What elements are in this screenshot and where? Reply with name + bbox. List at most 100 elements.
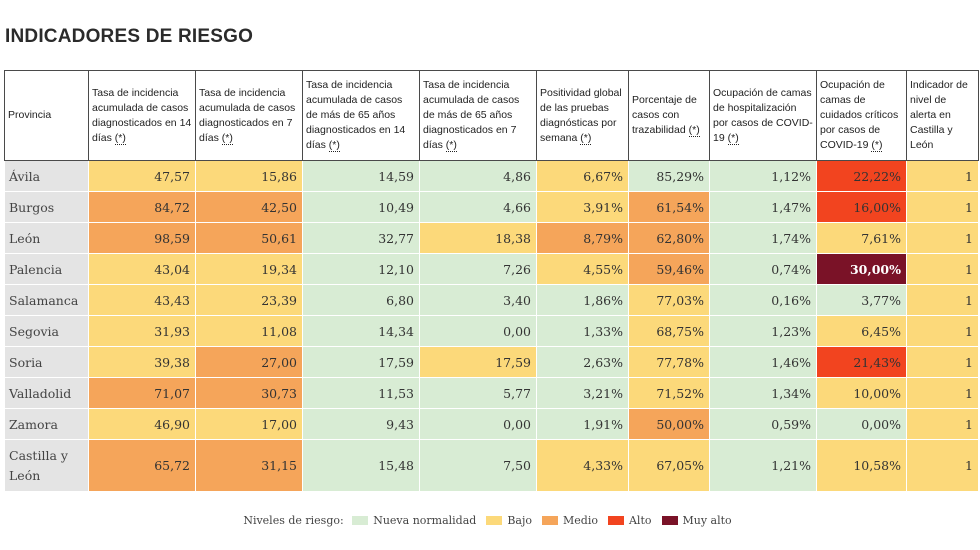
header-row: Provincia Tasa de incidencia acumulada de… — [4, 70, 979, 161]
indicator-cell: 0,00 — [419, 315, 537, 347]
indicator-cell: 47,57 — [88, 160, 196, 192]
indicator-cell: 8,79% — [536, 222, 629, 254]
indicator-cell: 50,00% — [628, 408, 710, 440]
indicator-cell: 7,26 — [419, 253, 537, 285]
indicator-cell: 6,67% — [536, 160, 629, 192]
column-header-label: Provincia — [8, 109, 52, 121]
indicator-cell: 3,77% — [816, 284, 907, 316]
province-name: Valladolid — [4, 377, 89, 409]
indicator-cell: 11,53 — [302, 377, 420, 409]
info-tooltip-marker[interactable]: (*) — [580, 131, 592, 145]
indicator-cell: 67,05% — [628, 439, 710, 492]
column-header-label: Tasa de incidencia acumulada de casos de… — [423, 79, 520, 151]
indicator-cell: 71,07 — [88, 377, 196, 409]
indicator-cell: 0,00% — [816, 408, 907, 440]
info-tooltip-marker[interactable]: (*) — [445, 139, 457, 152]
table-row: Valladolid 71,07 30,73 11,53 5,77 3,21% 71,52%… — [4, 377, 979, 409]
indicator-cell: 0,59% — [709, 408, 817, 440]
indicator-cell: 17,59 — [302, 346, 420, 378]
indicator-cell: 1 — [906, 377, 979, 409]
indicator-cell: 10,49 — [302, 191, 420, 223]
column-header-label: Tasa de incidencia acumulada de casos di… — [199, 86, 296, 144]
legend-item-normal: Nueva normalidad — [352, 514, 476, 527]
info-tooltip-marker[interactable]: (*) — [221, 131, 233, 145]
table-row: Burgos 84,72 42,50 10,49 4,66 3,91% 61,54% 1,47… — [4, 191, 979, 223]
column-header: Indicador de nivel de alerta en Castilla… — [906, 70, 979, 161]
indicator-cell: 98,59 — [88, 222, 196, 254]
legend-swatch — [607, 516, 624, 525]
legend-swatch — [661, 516, 678, 525]
column-header: Ocupación de camas de hospitalización po… — [709, 70, 817, 161]
info-tooltip-marker[interactable]: (*) — [871, 139, 883, 152]
indicator-cell: 4,55% — [536, 253, 629, 285]
indicator-cell: 14,59 — [302, 160, 420, 192]
province-name: Castilla y León — [4, 439, 89, 492]
legend-title: Niveles de riesgo: — [243, 514, 344, 527]
column-header: Tasa de incidencia acumulada de casos di… — [195, 70, 303, 161]
table-row: Zamora 46,90 17,00 9,43 0,00 1,91% 50,00% 0,59%… — [4, 408, 979, 440]
indicator-cell: 42,50 — [195, 191, 303, 223]
indicator-cell: 3,40 — [419, 284, 537, 316]
column-header: Tasa de incidencia acumulada de casos de… — [302, 70, 420, 161]
indicator-cell: 77,03% — [628, 284, 710, 316]
table-row: Ávila 47,57 15,86 14,59 4,86 6,67% 85,29% 1,12%… — [4, 160, 979, 192]
indicator-cell: 7,50 — [419, 439, 537, 492]
indicator-cell: 85,29% — [628, 160, 710, 192]
table-row: Palencia 43,04 19,34 12,10 7,26 4,55% 59,46% 0,… — [4, 253, 979, 285]
indicator-cell: 59,46% — [628, 253, 710, 285]
indicator-cell: 1 — [906, 191, 979, 223]
indicator-cell: 10,58% — [816, 439, 907, 492]
legend-items: Nueva normalidad Bajo Medio Alto Muy alto — [347, 514, 736, 527]
indicator-cell: 11,08 — [195, 315, 303, 347]
indicator-cell: 1,91% — [536, 408, 629, 440]
indicator-cell: 1,33% — [536, 315, 629, 347]
indicator-cell: 15,86 — [195, 160, 303, 192]
indicator-cell: 0,16% — [709, 284, 817, 316]
info-tooltip-marker[interactable]: (*) — [727, 131, 739, 145]
indicator-cell: 19,34 — [195, 253, 303, 285]
indicator-cell: 1,12% — [709, 160, 817, 192]
table-row: Salamanca 43,43 23,39 6,80 3,40 1,86% 77,03% 0,… — [4, 284, 979, 316]
indicator-cell: 2,63% — [536, 346, 629, 378]
column-header-label: Tasa de incidencia acumulada de casos de… — [306, 79, 406, 151]
indicator-cell: 17,00 — [195, 408, 303, 440]
legend-item-alto: Alto — [607, 514, 652, 527]
indicator-cell: 1 — [906, 346, 979, 378]
indicator-cell: 12,10 — [302, 253, 420, 285]
column-header: Tasa de incidencia acumulada de casos di… — [88, 70, 196, 161]
indicator-cell: 6,45% — [816, 315, 907, 347]
indicator-cell: 17,59 — [419, 346, 537, 378]
indicator-cell: 1,34% — [709, 377, 817, 409]
indicator-cell: 1 — [906, 160, 979, 192]
table-header: Provincia Tasa de incidencia acumulada de… — [4, 70, 979, 161]
indicator-cell: 1,47% — [709, 191, 817, 223]
province-name: León — [4, 222, 89, 254]
info-tooltip-marker[interactable]: (*) — [114, 131, 126, 145]
table-row: León 98,59 50,61 32,77 18,38 8,79% 62,80% 1,74%… — [4, 222, 979, 254]
indicator-cell: 68,75% — [628, 315, 710, 347]
indicator-cell: 43,43 — [88, 284, 196, 316]
province-name: Burgos — [4, 191, 89, 223]
table-row: Soria 39,38 27,00 17,59 17,59 2,63% 77,78% 1,46… — [4, 346, 979, 378]
indicator-cell: 43,04 — [88, 253, 196, 285]
column-header-label: Ocupación de camas de hospitalización po… — [713, 86, 813, 144]
column-header-label: Indicador de nivel de alerta en Castilla… — [910, 79, 968, 151]
column-header: Ocupación de camas de cuidados críticos … — [816, 70, 907, 161]
indicator-cell: 1 — [906, 253, 979, 285]
province-name: Ávila — [4, 160, 89, 192]
info-tooltip-marker[interactable]: (*) — [328, 139, 340, 152]
indicator-cell: 77,78% — [628, 346, 710, 378]
indicator-cell: 21,43% — [816, 346, 907, 378]
indicator-cell: 1 — [906, 315, 979, 347]
indicator-cell: 61,54% — [628, 191, 710, 223]
legend-label: Medio — [563, 514, 598, 527]
indicator-cell: 1 — [906, 408, 979, 440]
legend-label: Muy alto — [682, 514, 732, 527]
indicator-cell: 1,74% — [709, 222, 817, 254]
table-row: Segovia 31,93 11,08 14,34 0,00 1,33% 68,75% 1,2… — [4, 315, 979, 347]
indicator-cell: 15,48 — [302, 439, 420, 492]
indicator-cell: 16,00% — [816, 191, 907, 223]
indicator-cell: 1,23% — [709, 315, 817, 347]
legend-label: Nueva normalidad — [373, 514, 477, 527]
info-tooltip-marker[interactable]: (*) — [688, 124, 700, 137]
